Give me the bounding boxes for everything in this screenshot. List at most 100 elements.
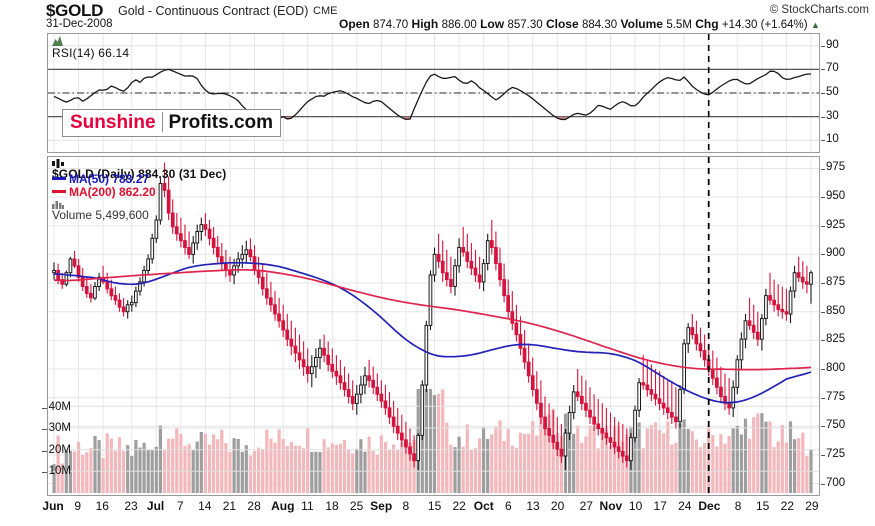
price-y-tick-label: 900: [826, 247, 846, 260]
rsi-y-tick-label: 50: [826, 86, 839, 98]
price-y-tick-label: 775: [826, 390, 846, 403]
x-axis-month-label: Oct: [473, 499, 494, 513]
rsi-y-tick: [821, 45, 825, 47]
price-y-tick-label: 875: [826, 276, 846, 289]
quote-date: 31-Dec-2008: [46, 18, 113, 30]
price-y-tick: [821, 454, 825, 456]
volume-y-tick-label: 30M: [48, 422, 71, 435]
volume-value: 5.5M: [666, 19, 692, 31]
x-axis-day-label: 8: [402, 499, 410, 513]
indicator-mountain-icon: [52, 36, 63, 46]
price-y-tick-label: 975: [826, 161, 846, 174]
rsi-y-tick: [821, 116, 825, 118]
price-y-tick-label: 925: [826, 218, 846, 231]
price-y-tick: [821, 225, 825, 227]
rsi-y-tick: [821, 69, 825, 71]
close-label: Close: [545, 17, 579, 31]
price-y-tick: [821, 168, 825, 170]
rsi-y-tick-label: 30: [826, 109, 839, 122]
x-axis-day-label: 18: [325, 499, 339, 513]
volume-label: Volume: [620, 17, 663, 31]
rsi-y-tick: [821, 93, 825, 94]
price-y-tick: [821, 369, 825, 370]
price-y-tick-label: 850: [826, 304, 846, 317]
quote-ohlc-bar: Open 874.70 High 886.00 Low 857.30 Close…: [339, 17, 820, 31]
ma200-legend-row: MA(200) 862.20: [52, 185, 226, 200]
price-plot: [48, 157, 819, 495]
x-axis-day-label: 23: [124, 499, 138, 513]
price-y-tick: [821, 397, 825, 399]
chart-header: $GOLD Gold - Continuous Contract (EOD) C…: [0, 0, 875, 32]
ma50-color-swatch: [52, 176, 66, 180]
x-axis-day-label: 20: [550, 499, 565, 513]
up-triangle-icon: ▲: [810, 20, 820, 30]
price-y-tick-label: 950: [826, 190, 846, 203]
price-y-tick: [821, 254, 825, 256]
rsi-y-tick-label: 70: [826, 62, 839, 75]
volume-y-tick: [42, 408, 47, 409]
symbol-ticker: $GOLD: [46, 1, 104, 20]
volume-y-tick-label: 10M: [48, 464, 71, 477]
price-y-tick-label: 700: [826, 476, 846, 489]
x-axis-day-label: 22: [452, 499, 466, 513]
ma200-legend-text: MA(200) 862.20: [69, 185, 156, 199]
candlestick-icon: [52, 159, 64, 168]
x-axis-day-label: 8: [734, 499, 742, 513]
volume-bars-icon: [52, 200, 64, 209]
low-label: Low: [480, 17, 505, 31]
x-axis-day-label: 24: [678, 499, 692, 513]
close-value: 884.30: [582, 19, 618, 31]
x-axis-month-label: Sep: [370, 499, 393, 513]
open-label: Open: [339, 17, 370, 31]
x-axis-month-label: Dec: [698, 499, 721, 513]
price-panel: [47, 156, 820, 496]
watermark-profits-text: Profits.com: [168, 112, 274, 133]
x-axis-month-label: Nov: [599, 499, 623, 513]
ma50-legend-row: MA(50) 783.27: [52, 171, 226, 187]
price-legend-title-row: $GOLD (Daily) 884.30 (31 Dec): [52, 159, 226, 181]
x-axis-day-label: 17: [653, 499, 667, 513]
symbol-exchange: CME: [313, 5, 338, 17]
price-y-tick-label: 750: [826, 419, 846, 432]
x-axis-day-label: 21: [222, 499, 237, 513]
price-legend: $GOLD (Daily) 884.30 (31 Dec) MA(50) 783…: [52, 159, 226, 221]
rsi-y-tick-label: 10: [826, 133, 839, 146]
price-y-tick: [821, 311, 825, 313]
volume-legend-text: Volume 5,499,600: [52, 207, 149, 222]
x-axis-day-label: 11: [301, 499, 314, 513]
x-axis-day-label: 27: [579, 499, 593, 513]
watermark-sunshine-text: Sunshine: [70, 112, 156, 133]
price-y-tick-label: 800: [826, 361, 846, 374]
volume-y-tick: [42, 471, 47, 473]
price-y-tick: [821, 426, 825, 428]
high-label: High: [411, 17, 439, 31]
symbol-description: Gold - Continuous Contract (EOD): [118, 4, 309, 18]
rsi-y-tick-label: 90: [826, 38, 839, 51]
low-value: 857.30: [507, 19, 543, 31]
price-y-tick: [821, 197, 825, 199]
watermark-divider: [161, 112, 163, 132]
x-axis-day-label: 15: [756, 499, 770, 513]
chg-value: +14.30 (+1.64%): [721, 19, 808, 31]
open-value: 874.70: [373, 19, 409, 31]
price-y-tick-label: 725: [826, 447, 846, 460]
x-axis-day-label: 6: [505, 499, 512, 513]
ma200-color-swatch: [52, 190, 66, 194]
volume-y-tick-label: 40M: [48, 401, 71, 413]
price-y-tick-label: 825: [826, 333, 846, 346]
x-axis-month-label: Jun: [42, 499, 64, 513]
x-axis: Jun 9 16 23 Jul 7 14 21 28 Aug 11 18 25 Sep 8 15 22 Oct 6 1…: [42, 499, 820, 525]
x-axis-day-label: 25: [349, 499, 364, 513]
price-y-tick: [821, 483, 825, 485]
chg-label: Chg: [695, 17, 719, 31]
x-axis-day-label: 10: [628, 499, 643, 513]
x-axis-month-label: Aug: [271, 499, 295, 513]
price-y-tick: [821, 283, 825, 284]
volume-legend-row: Volume 5,499,600: [52, 200, 226, 221]
x-axis-day-label: 22: [780, 499, 794, 513]
stockcharts-brand: © StockCharts.com: [769, 4, 869, 16]
ma50-legend-text: MA(50) 783.27: [69, 171, 150, 186]
rsi-legend-text: RSI(14) 66.14: [52, 46, 130, 60]
price-y-tick: [821, 340, 825, 342]
rsi-y-tick: [821, 140, 825, 142]
